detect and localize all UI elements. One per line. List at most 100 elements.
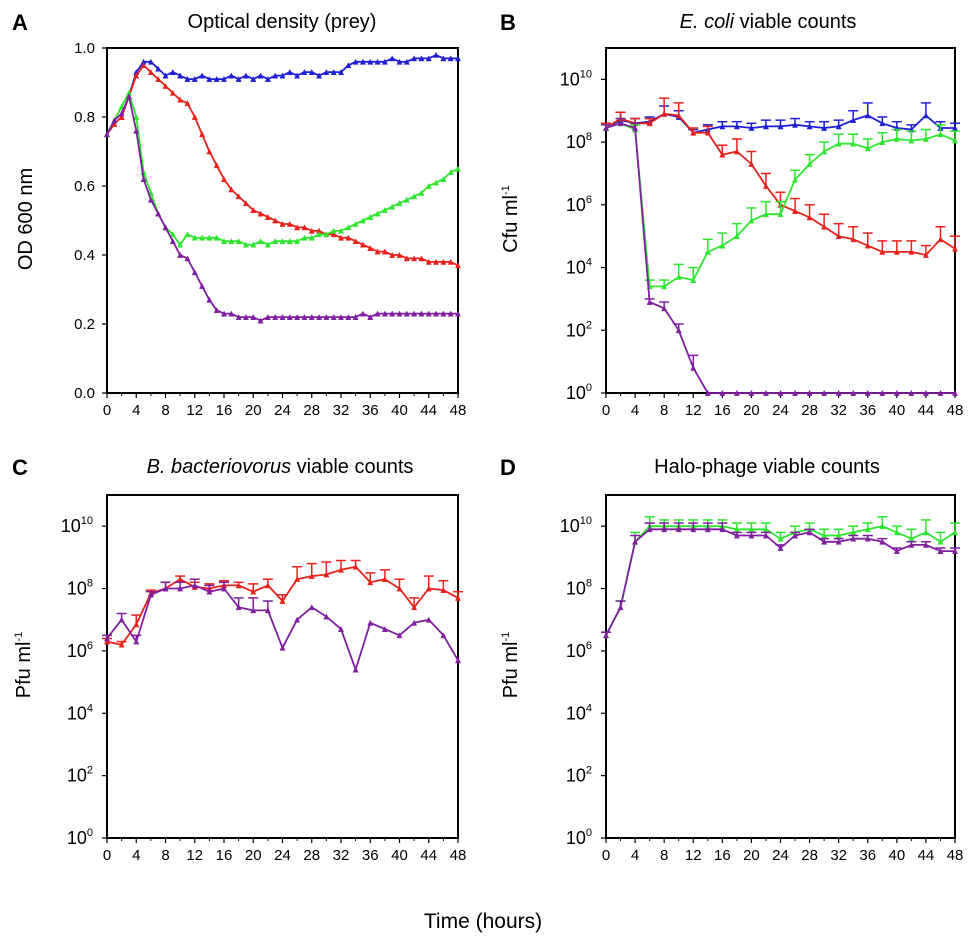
data-point [762,389,769,396]
data-point [821,223,828,230]
y-tick-label: 102 [566,319,592,340]
y-tick-label: 1.0 [74,40,95,57]
y-tick-exponent: 6 [586,194,592,206]
data-point [250,206,257,213]
data-point [821,389,828,396]
series-line [106,95,458,322]
data-point [279,313,286,320]
data-point [374,58,381,65]
x-tick-label: 20 [743,402,760,419]
x-tick-label: 20 [245,402,262,419]
data-point [118,641,125,648]
y-tick-label: 0.2 [74,316,95,333]
data-point [213,234,220,241]
data-point [235,75,242,82]
data-point [184,255,191,262]
data-point [220,585,228,592]
data-point [286,68,293,75]
panel-title-B: E. coli viable counts [680,11,857,33]
data-point [162,72,169,79]
data-point [367,313,374,320]
plot-frame [106,494,459,839]
data-point [103,635,111,642]
data-point [879,138,886,145]
data-point [155,65,162,72]
data-point [389,55,396,62]
data-point [447,258,454,265]
data-point [440,55,447,62]
data-point [191,269,198,276]
y-tick-base: 10 [566,641,586,661]
data-point [279,72,286,79]
data-point [155,75,162,82]
data-point [337,234,345,241]
data-point [908,541,915,548]
y-tick-label: 106 [566,194,592,215]
data-point [806,529,813,536]
panel-A: A Optical density (prey) OD 600 nm 0 4 8 12… [12,10,466,419]
series-line [106,565,459,646]
data-point [308,227,315,234]
data-point [389,251,396,258]
data-point [646,526,653,533]
data-point [835,233,842,240]
data-point [418,189,425,196]
x-tick-label: 32 [830,847,847,864]
data-point [330,227,337,234]
data-point [922,541,929,548]
data-point [220,175,228,182]
data-point [294,576,301,583]
data-point [777,535,784,542]
y-tick-exponent: 0 [586,382,592,394]
data-point [719,526,726,533]
x-tick-label: 8 [161,402,169,419]
data-point [835,538,842,545]
panel-letter-C: C [12,455,28,480]
data-point [308,313,315,320]
series-blue [103,51,462,138]
data-point [922,389,929,396]
data-point [330,231,337,238]
series-line [106,64,459,267]
data-point [352,563,359,570]
data-point [162,585,169,592]
panel-letter-D: D [500,455,516,480]
data-point [199,282,206,289]
y-tick-label: 104 [566,257,592,278]
data-point [301,224,308,231]
data-point [111,117,118,124]
data-point [411,193,418,200]
data-point [893,529,900,536]
data-point [220,75,228,82]
data-point [330,68,337,75]
data-point [323,313,330,320]
data-point [850,140,857,147]
plot-B: 0 4 8 12 16 20 24 28 32 36 40 44 4810010210410610810… [560,47,964,419]
data-point [345,313,352,320]
plot-frame [605,47,956,394]
data-point [661,283,668,290]
data-point [396,585,403,592]
data-point [418,55,425,62]
data-point [661,305,668,312]
data-point [118,103,125,110]
x-tick-label: 48 [947,402,964,419]
y-tick-base: 10 [566,766,586,786]
ylabel-B: Cfu ml-1 [500,185,522,253]
data-point [264,75,271,82]
data-point [118,110,125,117]
data-point [191,234,198,241]
data-point [228,186,235,193]
y-tick-exponent: 0 [586,827,592,839]
x-tick-label: 12 [685,402,702,419]
data-point [454,262,462,269]
x-tick-label: 44 [918,847,935,864]
data-point [403,58,410,65]
y-tick-label: 106 [67,640,93,661]
data-point [147,591,154,598]
data-point [396,251,403,258]
data-point [359,217,366,224]
data-point [133,72,140,79]
y-tick-base: 10 [566,195,586,215]
data-point [447,310,454,317]
